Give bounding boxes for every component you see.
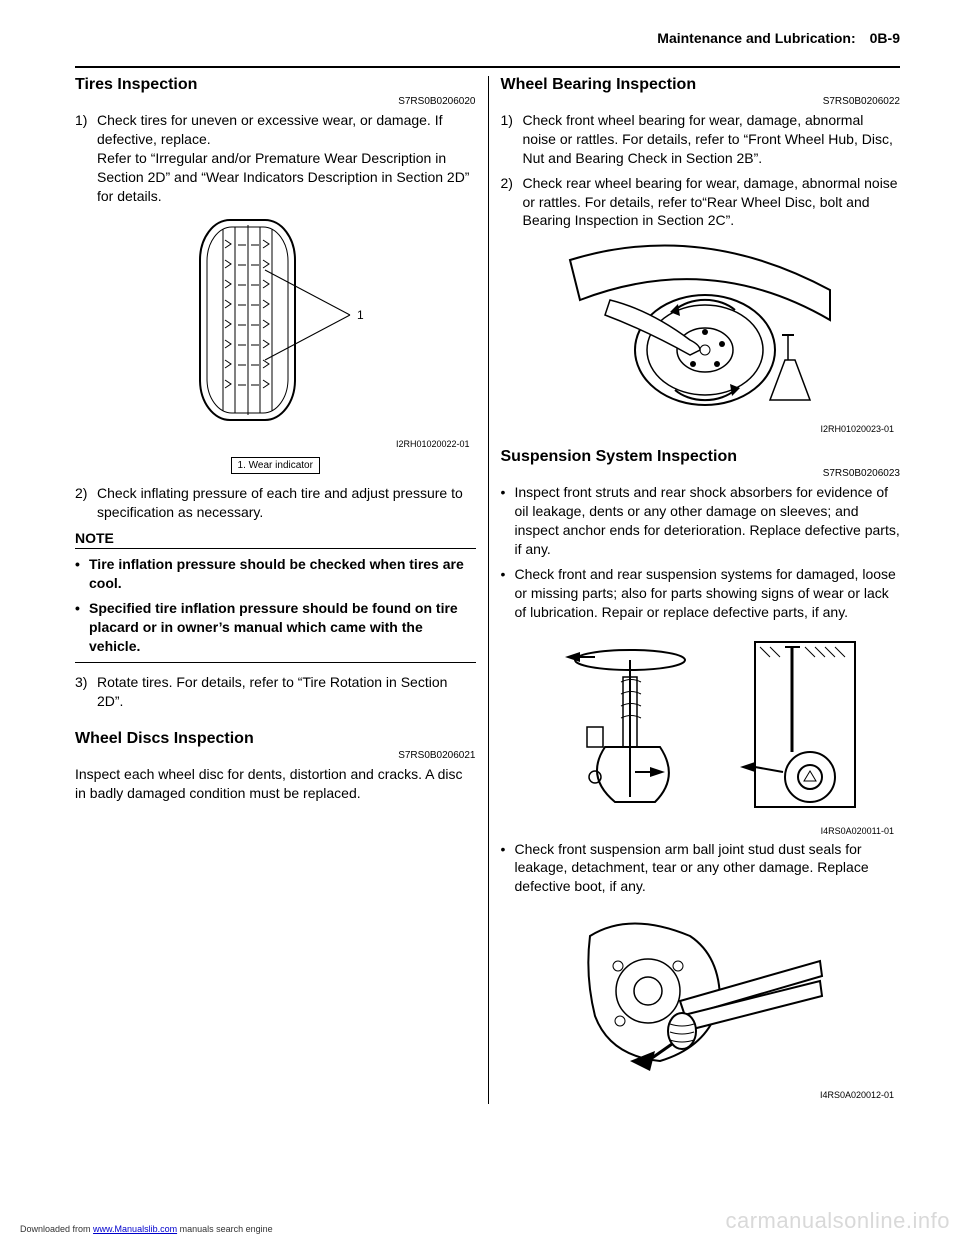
- spacer: [75, 716, 476, 730]
- discs-title: Wheel Discs Inspection: [75, 730, 476, 748]
- bearing-figure: [501, 240, 901, 418]
- footer-suffix: manuals search engine: [177, 1224, 273, 1234]
- header-rule: [75, 66, 900, 68]
- suspension-figure-2: [501, 906, 901, 1084]
- bullet-text: Check front suspension arm ball joint st…: [515, 840, 901, 897]
- bullet-icon: •: [75, 599, 89, 656]
- callout-label: 1: [357, 308, 364, 322]
- watermark: carmanualsonline.info: [725, 1208, 950, 1234]
- step-text: Check rear wheel bearing for wear, damag…: [523, 174, 901, 231]
- tires-step-1: 1) Check tires for uneven or excessive w…: [75, 111, 476, 205]
- spacer: [501, 438, 901, 448]
- bearing-step-2: 2) Check rear wheel bearing for wear, da…: [501, 174, 901, 231]
- step-num: 2): [501, 174, 523, 231]
- bullet-icon: •: [501, 483, 515, 559]
- bearing-step-1: 1) Check front wheel bearing for wear, d…: [501, 111, 901, 168]
- tires-figure: 1: [75, 215, 476, 433]
- step-text: Check front wheel bearing for wear, dama…: [523, 111, 901, 168]
- step-text: Check inflating pressure of each tire an…: [97, 484, 476, 522]
- tires-code: S7RS0B0206020: [75, 96, 476, 107]
- bullet-text: Check front and rear suspension systems …: [515, 565, 901, 622]
- footer-link[interactable]: www.Manualslib.com: [93, 1224, 177, 1234]
- tires-step-2: 2) Check inflating pressure of each tire…: [75, 484, 476, 522]
- note-text: Tire inflation pressure should be checke…: [89, 555, 476, 593]
- tires-fig-caption: 1. Wear indicator: [231, 457, 320, 474]
- note-bullet-2: • Specified tire inflation pressure shou…: [75, 599, 476, 656]
- note-title: NOTE: [75, 530, 476, 546]
- wheel-bearing-illustration-icon: [550, 240, 850, 415]
- bearing-fig-code: I2RH01020023-01: [501, 424, 901, 434]
- tires-step-3: 3) Rotate tires. For details, refer to “…: [75, 673, 476, 711]
- caption-wrap: 1. Wear indicator: [75, 453, 476, 484]
- step-num: 2): [75, 484, 97, 522]
- page: Maintenance and Lubrication: 0B-9 Tires …: [0, 0, 960, 1242]
- suspension-fig1-code: I4RS0A020011-01: [501, 826, 901, 836]
- note-bullet-1: • Tire inflation pressure should be chec…: [75, 555, 476, 593]
- bullet-text: Inspect front struts and rear shock abso…: [515, 483, 901, 559]
- note-text: Specified tire inflation pressure should…: [89, 599, 476, 656]
- footer: Downloaded from www.Manualslib.com manua…: [20, 1224, 273, 1234]
- tire-illustration-icon: 1: [145, 215, 405, 430]
- suspension-fig2-code: I4RS0A020012-01: [501, 1090, 901, 1100]
- bearing-code: S7RS0B0206022: [501, 96, 901, 107]
- footer-prefix: Downloaded from: [20, 1224, 93, 1234]
- suspension-title: Suspension System Inspection: [501, 448, 901, 466]
- suspension-bullet-3: • Check front suspension arm ball joint …: [501, 840, 901, 897]
- page-header: Maintenance and Lubrication: 0B-9: [75, 30, 900, 46]
- ball-joint-illustration-icon: [570, 906, 830, 1081]
- bearing-title: Wheel Bearing Inspection: [501, 76, 901, 94]
- step-num: 3): [75, 673, 97, 711]
- header-page-num: 0B-9: [870, 30, 900, 46]
- tires-fig-code: I2RH01020022-01: [75, 439, 476, 449]
- note-rule-top: [75, 548, 476, 549]
- discs-code: S7RS0B0206021: [75, 750, 476, 761]
- suspension-bullet-2: • Check front and rear suspension system…: [501, 565, 901, 622]
- tires-title: Tires Inspection: [75, 76, 476, 94]
- spacer: [856, 30, 870, 46]
- suspension-figure-1: [501, 632, 901, 820]
- suspension-strut-illustration-icon: [535, 632, 865, 817]
- note-rule-bottom: [75, 662, 476, 663]
- discs-text: Inspect each wheel disc for dents, disto…: [75, 765, 476, 803]
- bullet-icon: •: [501, 840, 515, 897]
- step-num: 1): [75, 111, 97, 205]
- suspension-code: S7RS0B0206023: [501, 468, 901, 479]
- left-column: Tires Inspection S7RS0B0206020 1) Check …: [75, 76, 488, 1104]
- step-text: Check tires for uneven or excessive wear…: [97, 111, 476, 205]
- content-columns: Tires Inspection S7RS0B0206020 1) Check …: [75, 76, 900, 1104]
- step-num: 1): [501, 111, 523, 168]
- suspension-bullet-1: • Inspect front struts and rear shock ab…: [501, 483, 901, 559]
- header-section: Maintenance and Lubrication:: [657, 30, 855, 46]
- bullet-icon: •: [501, 565, 515, 622]
- bullet-icon: •: [75, 555, 89, 593]
- right-column: Wheel Bearing Inspection S7RS0B0206022 1…: [488, 76, 901, 1104]
- step-text: Rotate tires. For details, refer to “Tir…: [97, 673, 476, 711]
